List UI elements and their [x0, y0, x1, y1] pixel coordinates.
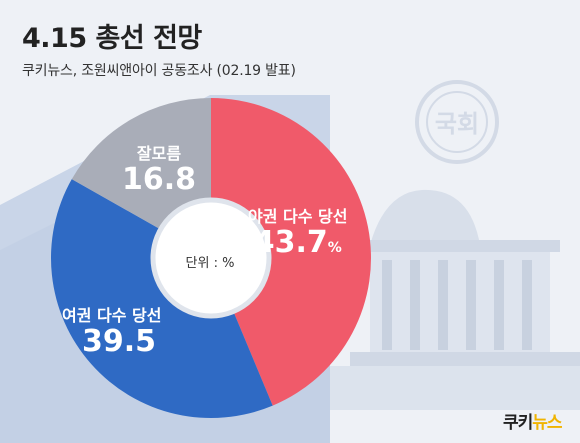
slice-label-ruling-value: 39.5: [82, 324, 157, 359]
slice-label-ruling: 여권 다수 당선 39.5: [62, 302, 161, 358]
slice-label-unknown-name: 잘모름: [136, 144, 182, 163]
pie-center-hole: [150, 197, 272, 319]
slice-label-ruling-name: 여권 다수 당선: [62, 306, 162, 325]
pie-slice-1: [51, 179, 273, 418]
slice-label-unknown-value: 16.8: [122, 162, 197, 197]
slice-label-opposition-value: 43.7%: [253, 225, 342, 260]
slice-label-opposition: 야권 다수 당선 43.7%: [248, 203, 347, 259]
slice-label-opposition-name: 야권 다수 당선: [248, 207, 348, 226]
assembly-seal-icon: [415, 80, 499, 164]
kukinews-logo: 쿠키뉴스: [503, 413, 563, 433]
national-assembly-illustration: 국회: [330, 80, 580, 410]
seal-text: 국회: [435, 110, 479, 138]
slice-label-unknown: 잘모름 16.8: [122, 140, 196, 196]
page-subtitle: 쿠키뉴스, 조원씨앤아이 공동조사 (02.19 발표): [22, 63, 296, 79]
unit-label: 단위 : %: [185, 256, 235, 271]
pie-slice-0: [211, 98, 371, 406]
page-title: 4.15 총선 전망: [22, 23, 202, 54]
